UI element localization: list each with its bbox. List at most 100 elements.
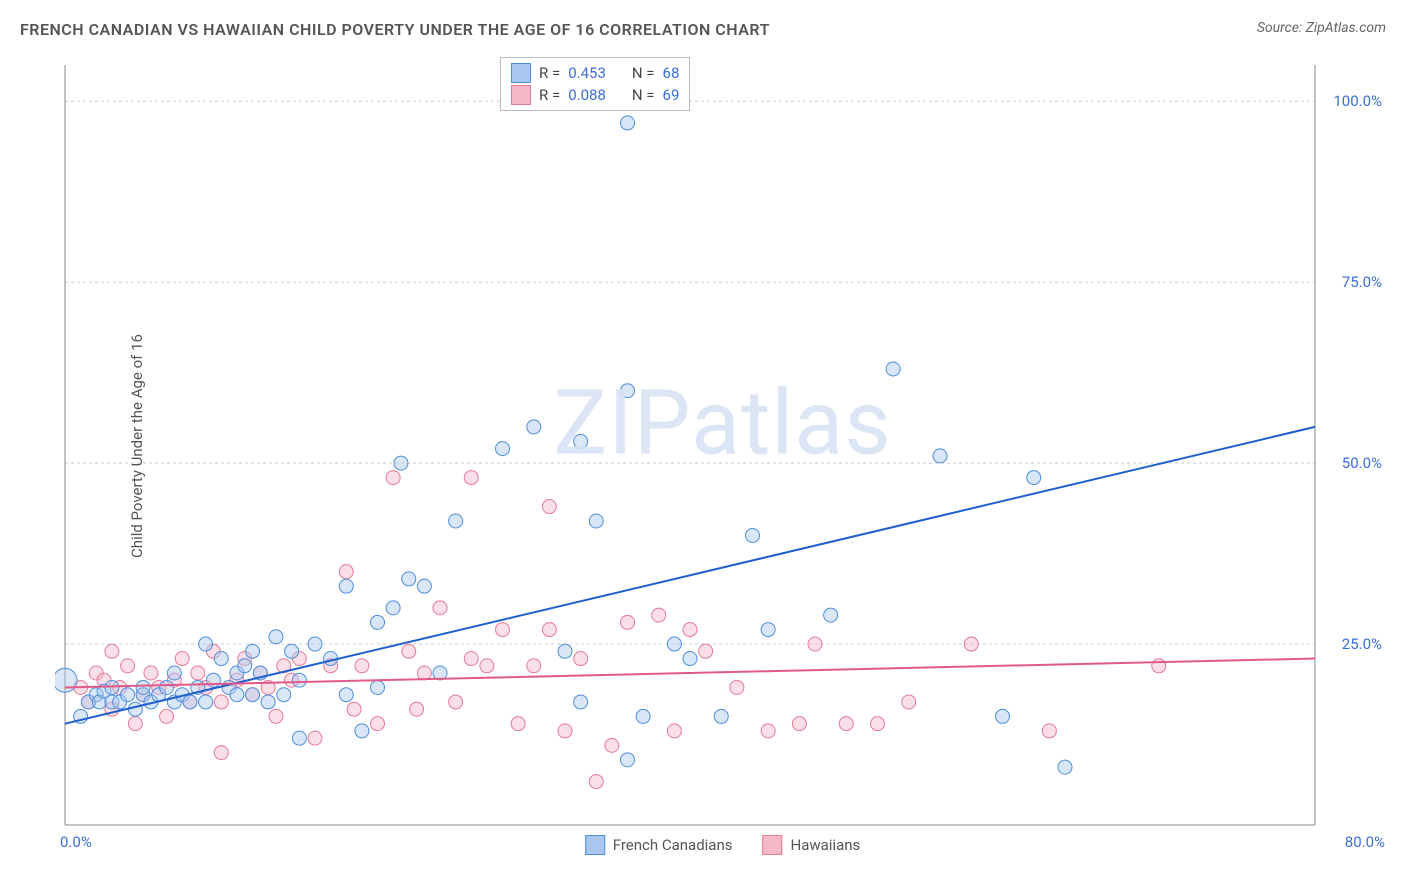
swatch-series2 [511, 85, 531, 105]
scatter-point [683, 652, 697, 666]
scatter-point [402, 572, 416, 586]
scatter-point [480, 659, 494, 673]
scatter-point [621, 753, 635, 767]
scatter-point [214, 695, 228, 709]
svg-text:50.0%: 50.0% [1342, 454, 1382, 472]
scatter-point [574, 434, 588, 448]
scatter-point [1027, 471, 1041, 485]
svg-text:100.0%: 100.0% [1333, 92, 1382, 110]
legend-series: French Canadians Hawaiians [585, 835, 861, 855]
legend-item-series1: French Canadians [585, 835, 733, 855]
n-value-2: 69 [663, 84, 680, 106]
scatter-point [55, 668, 77, 692]
scatter-point [417, 666, 431, 680]
scatter-point [285, 644, 299, 658]
scatter-point [746, 528, 760, 542]
scatter-point [464, 471, 478, 485]
legend-label-2: Hawaiians [791, 836, 861, 854]
scatter-point [496, 442, 510, 456]
scatter-point [621, 384, 635, 398]
scatter-point [496, 623, 510, 637]
scatter-point [542, 623, 556, 637]
swatch-series2-b [763, 835, 783, 855]
scatter-point [121, 688, 135, 702]
legend-label-1: French Canadians [613, 836, 733, 854]
svg-text:25.0%: 25.0% [1342, 635, 1382, 653]
scatter-point [542, 500, 556, 514]
scatter-point [699, 644, 713, 658]
svg-text:0.0%: 0.0% [60, 833, 92, 851]
scatter-point [246, 688, 260, 702]
scatter-point [589, 775, 603, 789]
scatter-point [199, 637, 213, 651]
scatter-point [261, 695, 275, 709]
scatter-point [183, 695, 197, 709]
scatter-point [355, 659, 369, 673]
scatter-point [824, 608, 838, 622]
r-label: R = [539, 62, 560, 84]
scatter-point [1058, 760, 1072, 774]
scatter-point [214, 652, 228, 666]
legend-row-series2: R = 0.088 N = 69 [511, 84, 679, 106]
scatter-point [167, 666, 181, 680]
scatter-point [144, 666, 158, 680]
scatter-point [792, 717, 806, 731]
scatter-point [269, 709, 283, 723]
scatter-point [402, 644, 416, 658]
scatter-point [339, 688, 353, 702]
scatter-point [933, 449, 947, 463]
scatter-point [292, 673, 306, 687]
scatter-point [246, 644, 260, 658]
scatter-point [175, 652, 189, 666]
scatter-point [558, 724, 572, 738]
scatter-point [417, 579, 431, 593]
scatter-point [394, 456, 408, 470]
scatter-point [160, 709, 174, 723]
scatter-point [683, 623, 697, 637]
scatter-point [128, 702, 142, 716]
scatter-point [160, 680, 174, 694]
scatter-point [105, 644, 119, 658]
scatter-point [292, 731, 306, 745]
scatter-point [339, 579, 353, 593]
scatter-point [386, 471, 400, 485]
scatter-point [589, 514, 603, 528]
scatter-point [636, 709, 650, 723]
scatter-point [433, 601, 447, 615]
chart-plot-area: 25.0%50.0%75.0%100.0%0.0%80.0% ZIPatlas … [55, 55, 1390, 855]
scatter-point [839, 717, 853, 731]
scatter-point [347, 702, 361, 716]
scatter-point [996, 709, 1010, 723]
scatter-point [574, 695, 588, 709]
scatter-point [355, 724, 369, 738]
scatter-point [464, 652, 478, 666]
scatter-point [449, 695, 463, 709]
svg-text:80.0%: 80.0% [1345, 833, 1385, 851]
scatter-point [1152, 659, 1166, 673]
scatter-point [761, 623, 775, 637]
scatter-point [238, 659, 252, 673]
n-label: N = [632, 62, 655, 84]
scatter-point [410, 702, 424, 716]
scatter-point [191, 666, 205, 680]
swatch-series1-b [585, 835, 605, 855]
scatter-point [652, 608, 666, 622]
scatter-point [1042, 724, 1056, 738]
scatter-point [386, 601, 400, 615]
scatter-point [621, 116, 635, 130]
scatter-point [964, 637, 978, 651]
scatter-point [761, 724, 775, 738]
source-label: Source: ZipAtlas.com [1257, 20, 1386, 36]
scatter-point [269, 630, 283, 644]
r-value-1: 0.453 [568, 62, 606, 84]
scatter-point [214, 746, 228, 760]
scatter-point [871, 717, 885, 731]
scatter-point [277, 688, 291, 702]
scatter-point [230, 688, 244, 702]
scatter-point [730, 680, 744, 694]
n-value-1: 68 [663, 62, 680, 84]
scatter-point [902, 695, 916, 709]
scatter-point [558, 644, 572, 658]
scatter-point [128, 717, 142, 731]
svg-text:75.0%: 75.0% [1342, 273, 1382, 291]
